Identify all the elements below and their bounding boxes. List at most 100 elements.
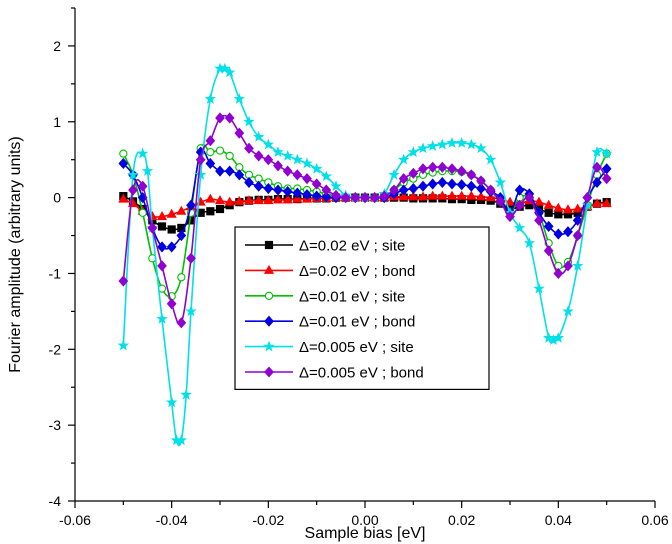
data-point bbox=[553, 228, 564, 240]
data-point bbox=[398, 173, 409, 185]
legend-entry: Δ=0.02 eV ; site bbox=[245, 238, 405, 255]
data-point bbox=[157, 241, 167, 253]
data-point bbox=[311, 190, 322, 202]
data-point bbox=[408, 182, 419, 195]
data-point bbox=[436, 138, 448, 150]
data-point bbox=[495, 195, 506, 207]
data-point bbox=[465, 138, 477, 150]
data-point bbox=[263, 154, 274, 166]
data-point bbox=[185, 305, 197, 317]
legend-entry: Δ=0.005 eV ; site bbox=[245, 339, 414, 356]
data-point bbox=[253, 180, 264, 192]
data-point bbox=[514, 221, 526, 233]
legend-label: Δ=0.01 eV ; site bbox=[299, 288, 405, 305]
data-point bbox=[456, 179, 467, 191]
data-point bbox=[214, 195, 226, 205]
legend-entry: Δ=0.01 eV ; site bbox=[245, 288, 405, 305]
data-point bbox=[166, 396, 178, 408]
data-point bbox=[234, 127, 245, 139]
data-point bbox=[176, 317, 187, 329]
data-point bbox=[591, 198, 603, 208]
data-point bbox=[437, 190, 448, 200]
data-point bbox=[524, 192, 535, 204]
data-point bbox=[427, 140, 439, 151]
data-point bbox=[117, 339, 129, 351]
y-axis-title: Fourier amplitude (arbitrary units) bbox=[7, 136, 24, 373]
data-point bbox=[118, 193, 129, 203]
data-point bbox=[282, 149, 294, 161]
data-point bbox=[591, 146, 603, 157]
data-point bbox=[350, 192, 361, 204]
data-point bbox=[282, 185, 293, 198]
legend-marker bbox=[264, 240, 274, 250]
data-point bbox=[447, 163, 457, 175]
data-point bbox=[418, 163, 428, 175]
data-point bbox=[273, 184, 283, 196]
data-point bbox=[234, 195, 245, 205]
data-point bbox=[195, 154, 206, 166]
data-point bbox=[437, 161, 448, 173]
data-point bbox=[321, 191, 332, 203]
data-point bbox=[233, 93, 245, 104]
data-point bbox=[243, 195, 255, 205]
data-point bbox=[466, 169, 477, 181]
data-point bbox=[128, 184, 138, 196]
data-point bbox=[166, 298, 177, 310]
data-point bbox=[476, 182, 486, 195]
data-point bbox=[272, 146, 284, 157]
data-point bbox=[466, 190, 477, 200]
data-point bbox=[180, 388, 192, 400]
data-point bbox=[273, 160, 283, 172]
data-point bbox=[224, 66, 236, 78]
y-tick-label: 1 bbox=[53, 114, 61, 130]
data-point bbox=[205, 193, 216, 203]
data-point bbox=[514, 184, 525, 196]
data-point bbox=[504, 196, 516, 206]
legend-box bbox=[234, 226, 490, 390]
data-point bbox=[262, 138, 274, 150]
legend-label: Δ=0.005 eV ; bond bbox=[299, 365, 424, 382]
y-tick-label: 2 bbox=[53, 38, 61, 54]
y-tick-label: -2 bbox=[49, 341, 62, 357]
data-point bbox=[137, 180, 148, 192]
data-point bbox=[514, 199, 525, 211]
axes: -0.06 -0.04 -0.02 0.00 0.02 0.04 0.06 -4 -3 -2 -1 0… bbox=[49, 7, 669, 528]
data-point bbox=[543, 220, 554, 232]
x-tick-label: -0.04 bbox=[156, 512, 188, 528]
data-point bbox=[494, 176, 506, 188]
data-point bbox=[417, 191, 429, 201]
data-point bbox=[177, 273, 186, 282]
legend-label: Δ=0.02 eV ; bond bbox=[299, 263, 415, 280]
data-point bbox=[176, 229, 187, 242]
data-point bbox=[118, 275, 129, 287]
data-point bbox=[282, 194, 293, 204]
data-point bbox=[118, 157, 129, 170]
data-point bbox=[407, 146, 419, 157]
series-line bbox=[122, 65, 608, 447]
data-point bbox=[475, 142, 487, 154]
data-point bbox=[544, 208, 553, 217]
data-point bbox=[340, 192, 351, 204]
data-point bbox=[311, 162, 323, 174]
legend-label: Δ=0.005 eV ; site bbox=[299, 339, 414, 356]
data-point bbox=[388, 168, 400, 180]
legend-entry: Δ=0.02 eV ; bond bbox=[245, 263, 415, 280]
data-point bbox=[552, 331, 564, 343]
data-point bbox=[292, 187, 303, 199]
data-point bbox=[205, 135, 216, 147]
data-point bbox=[554, 210, 563, 219]
data-point bbox=[215, 204, 225, 214]
y-tick-label: -3 bbox=[49, 417, 62, 433]
legend-marker bbox=[263, 340, 275, 352]
data-point bbox=[243, 115, 255, 127]
data-point bbox=[456, 165, 467, 177]
legend-entry: Δ=0.01 eV ; bond bbox=[245, 314, 415, 331]
data-point bbox=[562, 305, 574, 317]
data-point bbox=[408, 167, 419, 179]
data-point bbox=[302, 189, 312, 201]
data-point bbox=[572, 229, 583, 242]
data-point bbox=[456, 137, 468, 148]
data-point bbox=[205, 157, 216, 170]
data-point bbox=[138, 208, 147, 217]
data-point bbox=[301, 157, 313, 169]
